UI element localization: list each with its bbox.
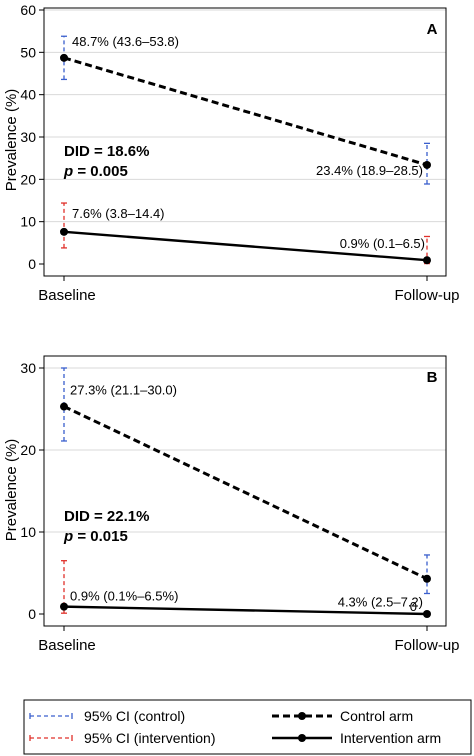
control-series-line: [63, 405, 428, 581]
y-axis-title: Prevalence (%): [3, 439, 20, 542]
legend-box: [23, 699, 472, 755]
plot-frame: [43, 355, 447, 627]
p-value-annotation: p = 0.015: [63, 528, 128, 545]
intervention-data-label: 0.9% (0.1–6.5): [340, 236, 425, 251]
control-data-point: [423, 574, 431, 583]
y-tick-label: 20: [20, 171, 36, 187]
legend: 95% CI (control) 95% CI (intervention) Con…: [23, 699, 472, 755]
intervention-data-point: [423, 610, 431, 618]
control-data-point: [423, 160, 431, 169]
control-arm-legend-label: Control arm: [340, 708, 413, 724]
control-arm-legend-marker: [298, 712, 306, 720]
control-data-label: 27.3% (21.1–30.0): [70, 383, 177, 398]
ci-control-legend-label: 95% CI (control): [84, 708, 185, 724]
intervention-data-label: 0: [410, 599, 417, 614]
control-data-point: [60, 53, 68, 62]
control-data-point: [60, 402, 68, 411]
intervention-data-point: [60, 602, 68, 611]
panel-b: 0 10 20 30 Baseline Follow-up Prevalence (%) B 2…: [3, 355, 460, 654]
intervention-data-point: [423, 256, 431, 265]
x-tick-label: Baseline: [38, 637, 96, 654]
plot-frame: [43, 7, 447, 277]
y-tick-label: 50: [20, 44, 36, 60]
x-tick-label: Baseline: [38, 287, 96, 304]
did-annotation: DID = 22.1%: [64, 508, 149, 525]
intervention-data-label: 7.6% (3.8–14.4): [72, 206, 165, 221]
intervention-data-point: [60, 227, 68, 236]
did-annotation: DID = 18.6%: [64, 143, 149, 160]
intervention-arm-legend-marker: [298, 734, 306, 742]
y-tick-label: 30: [20, 129, 36, 145]
intervention-series-line: [63, 230, 428, 262]
p-symbol: p: [63, 528, 73, 545]
intervention-series-line: [63, 605, 428, 616]
intervention-arm-legend-label: Intervention arm: [340, 730, 441, 746]
p-value: = 0.015: [73, 528, 128, 545]
y-tick-label: 10: [20, 524, 36, 540]
p-value: = 0.005: [73, 163, 128, 180]
y-tick-label: 40: [20, 87, 36, 103]
x-tick-label: Follow-up: [394, 287, 459, 304]
control-series-line: [63, 56, 428, 167]
y-tick-label: 60: [20, 2, 36, 18]
panel-letter: B: [427, 369, 438, 386]
ci-intervention-legend-label: 95% CI (intervention): [84, 730, 216, 746]
y-tick-label: 0: [28, 256, 36, 272]
p-value-annotation: p = 0.005: [63, 163, 128, 180]
y-tick-label: 20: [20, 442, 36, 458]
control-data-label: 23.4% (18.9–28.5): [316, 163, 423, 178]
intervention-data-label: 0.9% (0.1%–6.5%): [70, 589, 178, 604]
y-axis-title: Prevalence (%): [3, 89, 20, 192]
p-symbol: p: [63, 163, 73, 180]
y-tick-label: 10: [20, 214, 36, 230]
control-data-label: 48.7% (43.6–53.8): [72, 34, 179, 49]
y-tick-label: 30: [20, 360, 36, 376]
panel-letter: A: [427, 21, 438, 38]
y-tick-label: 0: [28, 606, 36, 622]
panel-a: 0 10 20 30 40 50 60 Baseline Follow-up Prevalence…: [3, 2, 460, 304]
x-tick-label: Follow-up: [394, 637, 459, 654]
control-data-label: 4.3% (2.5–7.2): [338, 595, 423, 610]
